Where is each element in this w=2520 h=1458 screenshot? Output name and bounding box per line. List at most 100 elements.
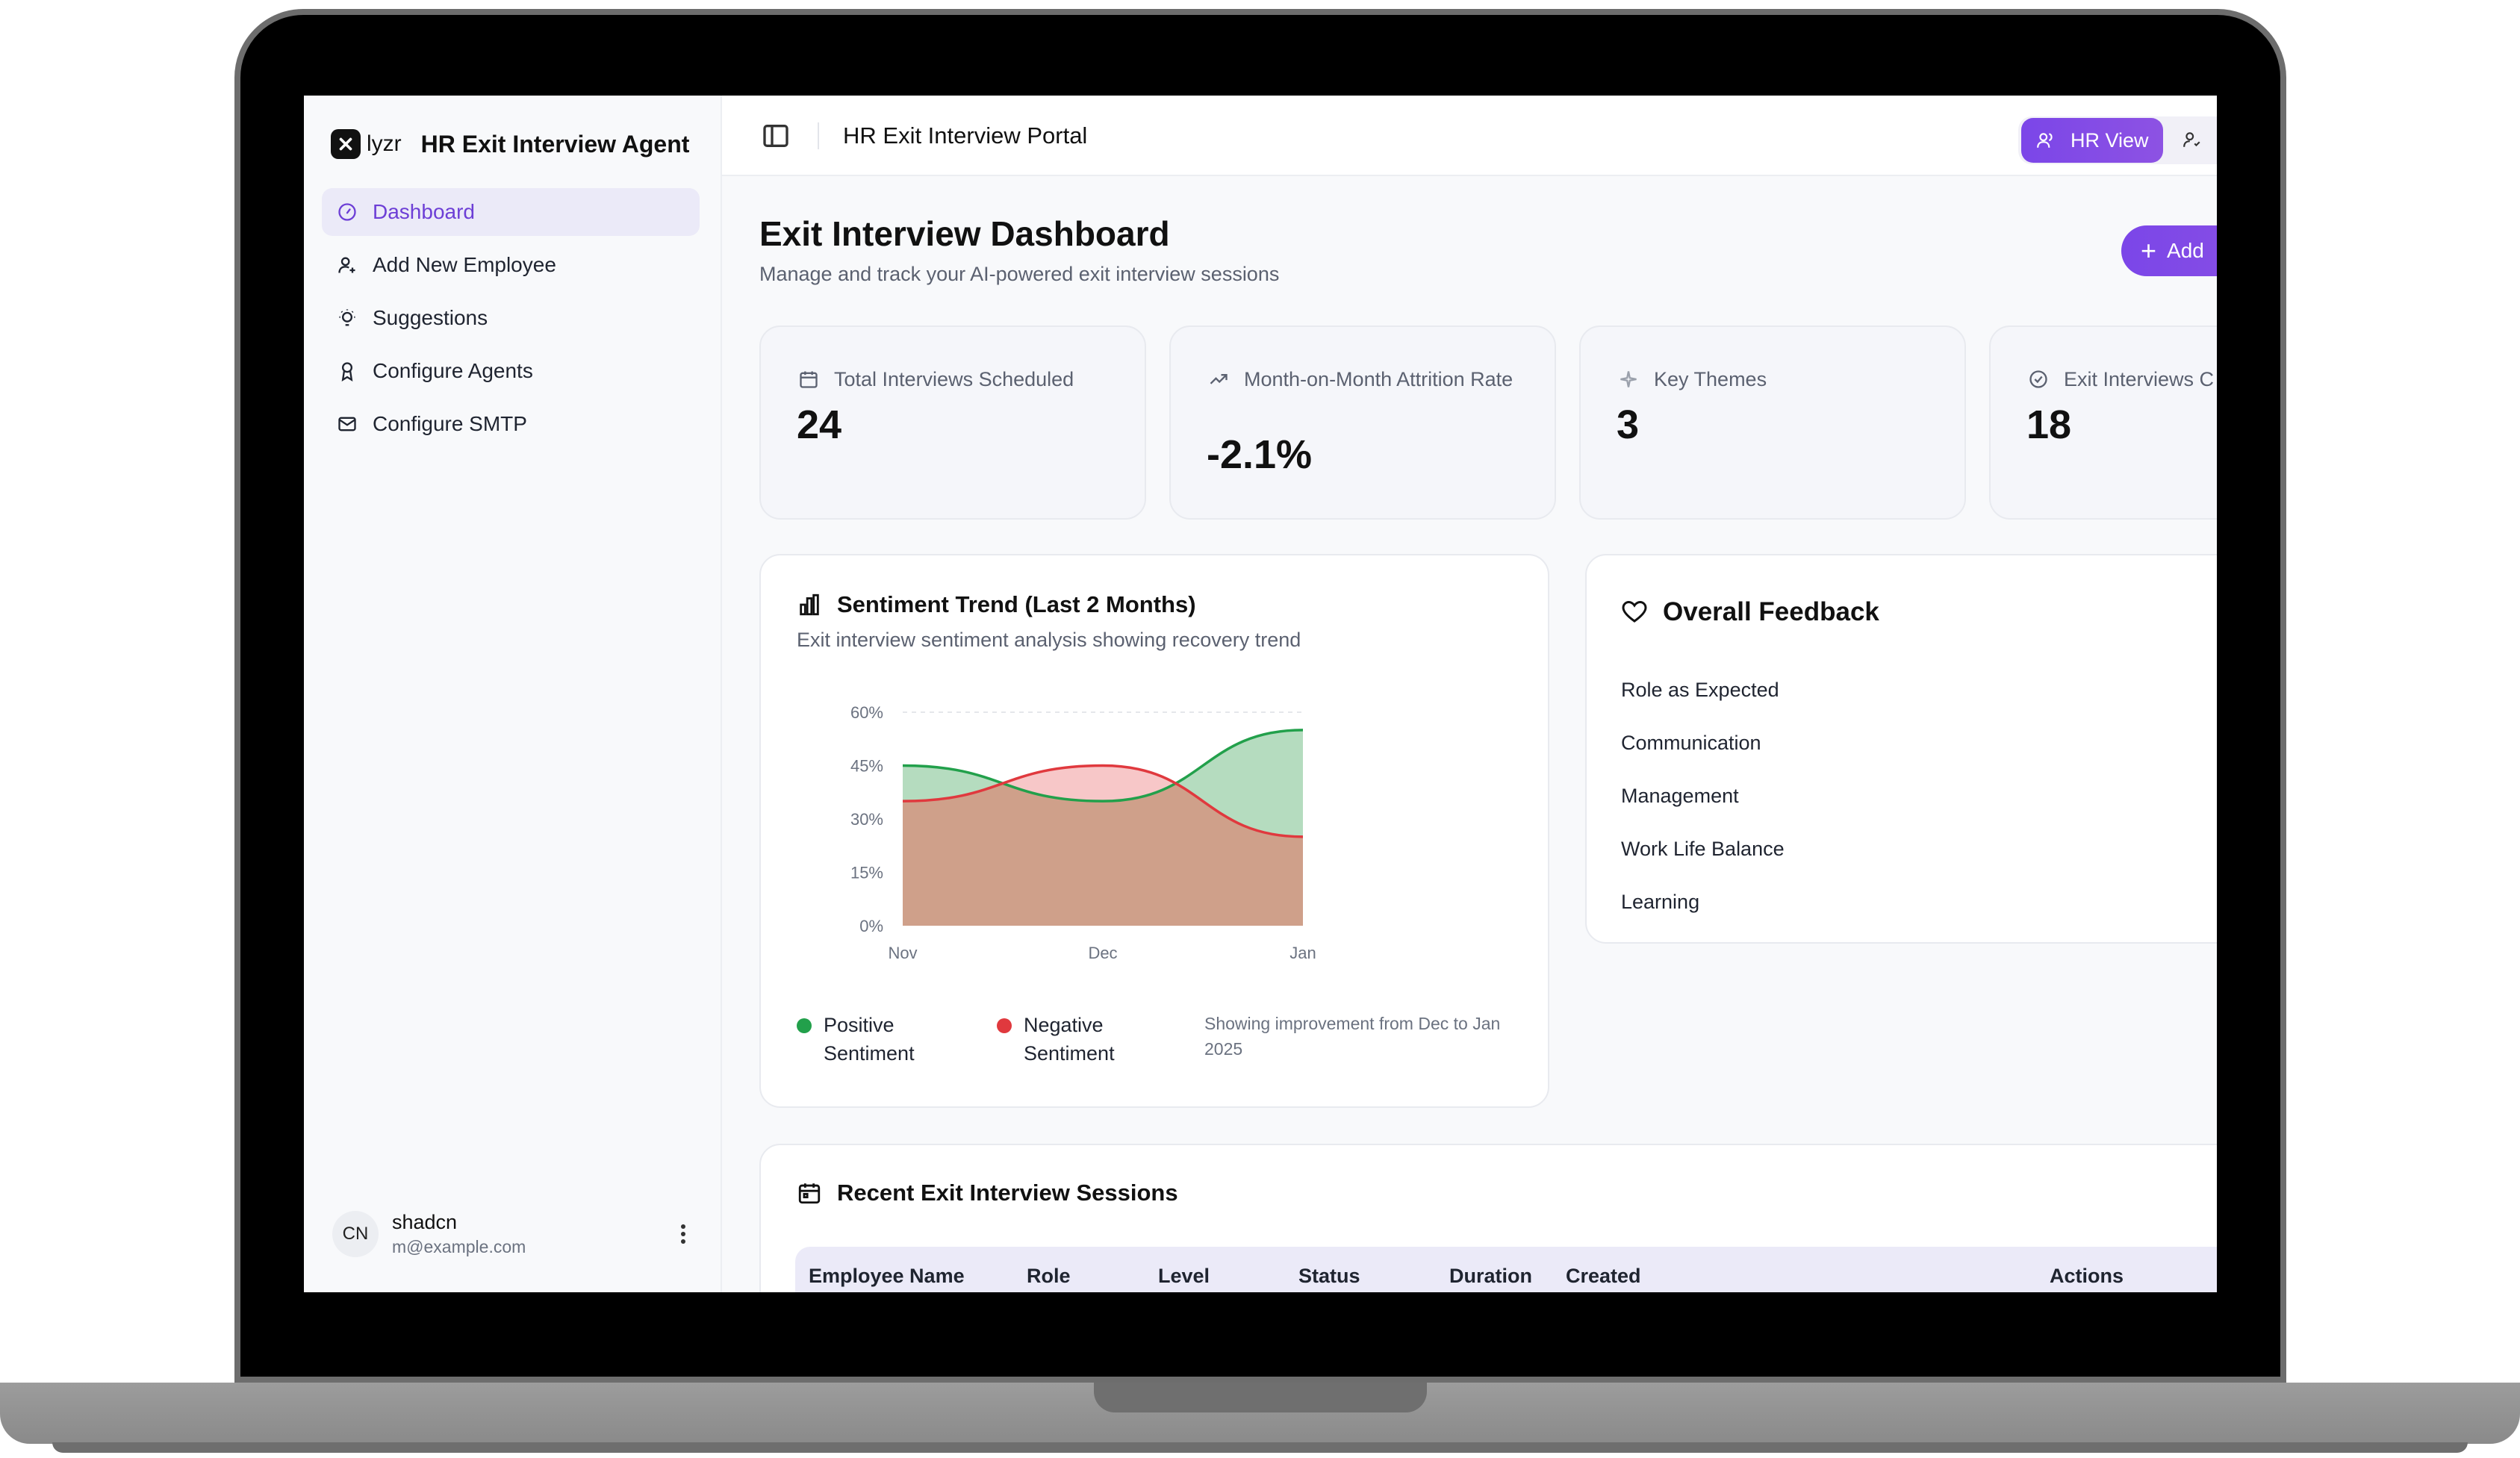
gauge-icon — [338, 203, 356, 221]
stat-label: Month-on-Month Attrition Rate — [1208, 364, 1529, 394]
user-profile[interactable]: CN shadcn m@example.com — [332, 1206, 698, 1262]
avatar: CN — [332, 1211, 379, 1257]
line-negative-sentiment — [902, 764, 1304, 838]
legend-positive: Positive Sentiment — [797, 1011, 951, 1068]
hr-view-label: HR View — [2071, 128, 2149, 152]
stat-label: Key Themes — [1618, 364, 1767, 394]
stat-value: -2.1% — [1207, 432, 1313, 477]
feedback-item: Communication★ — [1621, 731, 1761, 754]
sentiment-subtitle: Exit interview sentiment analysis showin… — [797, 629, 1301, 651]
calendar-icon — [798, 1183, 821, 1204]
users-icon — [2037, 133, 2053, 148]
feedback-item: Role as Expected★ — [1621, 678, 1779, 701]
lightbulb-icon — [339, 309, 355, 326]
view-toggle: HR View — [2018, 116, 2217, 164]
sidebar-item-label: Dashboard — [373, 200, 475, 223]
sidebar-item-configure-agents[interactable]: Configure Agents — [322, 347, 700, 395]
negative-legend-dot — [997, 1018, 1012, 1033]
x-tick-label: Jan — [1289, 944, 1316, 962]
check-circle-icon — [2029, 370, 2047, 388]
stat-label: Exit Interviews C — [2028, 364, 2214, 394]
calendar-icon — [800, 371, 818, 388]
sidebar-item-label: Add New Employee — [373, 253, 556, 276]
sidebar-item-configure-smtp[interactable]: Configure SMTP — [322, 400, 700, 448]
user-check-icon[interactable] — [2183, 130, 2202, 149]
y-tick-label: 45% — [850, 757, 883, 776]
page-subtitle: Manage and track your AI-powered exit in… — [759, 263, 1280, 285]
line-positive-sentiment — [902, 729, 1304, 803]
area-overlap — [903, 765, 1303, 926]
sidebar-item-suggestions[interactable]: Suggestions — [322, 294, 700, 342]
stat-card-exit-interviews: Exit Interviews C 18 — [1989, 325, 2217, 520]
main-content: Exit Interview Dashboard Manage and trac… — [722, 176, 2217, 1292]
brand-name: lyzr — [367, 131, 402, 156]
column-header[interactable]: Created — [1566, 1265, 1641, 1287]
sentiment-title: Sentiment Trend (Last 2 Months) — [797, 591, 1196, 618]
trending-up-icon — [1210, 374, 1228, 384]
stat-value: 3 — [1617, 402, 1640, 447]
y-tick-label: 15% — [850, 864, 883, 882]
sidebar-nav: Dashboard Add New Employee Suggestions C… — [322, 188, 700, 453]
sidebar-item-label: Suggestions — [373, 306, 488, 329]
stat-card-attrition-rate: Month-on-Month Attrition Rate -2.1% — [1169, 325, 1556, 520]
sidebar-item-label: Configure SMTP — [373, 412, 527, 435]
topbar-divider — [818, 122, 819, 149]
app-title: HR Exit Interview Agent — [420, 130, 690, 158]
sidebar-item-add-employee[interactable]: Add New Employee — [322, 241, 700, 289]
sidebar-item-label: Configure Agents — [373, 359, 533, 382]
column-header[interactable]: Employee Name — [809, 1265, 965, 1287]
user-name: shadcn — [392, 1211, 458, 1233]
mail-icon — [338, 417, 356, 432]
feedback-item: Learning★ — [1621, 890, 1700, 913]
stat-card-total-interviews: Total Interviews Scheduled 24 — [759, 325, 1146, 520]
sentiment-trend-card: Sentiment Trend (Last 2 Months) Exit int… — [759, 554, 1549, 1108]
legend-negative: Negative Sentiment — [997, 1011, 1151, 1068]
portal-title: HR Exit Interview Portal — [843, 122, 1088, 149]
sidebar-item-dashboard[interactable]: Dashboard — [322, 188, 700, 236]
brand: lyzr HR Exit Interview Agent — [331, 125, 689, 163]
add-button-label: Add — [2167, 239, 2204, 262]
sidebar: lyzr HR Exit Interview Agent Dashboard A… — [304, 96, 722, 1292]
page-title: Exit Interview Dashboard — [759, 214, 1170, 253]
lyzr-logo-icon — [331, 129, 361, 159]
user-email: m@example.com — [392, 1237, 526, 1256]
sparkle-icon — [1620, 371, 1637, 387]
y-tick-label: 30% — [850, 810, 883, 829]
app-screen: lyzr HR Exit Interview Agent Dashboard A… — [304, 96, 2217, 1292]
plus-icon: + — [2141, 235, 2157, 266]
y-tick-label: 60% — [850, 703, 883, 722]
stat-value: 24 — [797, 402, 842, 447]
bar-chart-icon — [800, 594, 819, 616]
sessions-title: Recent Exit Interview Sessions — [797, 1180, 1178, 1206]
user-info: shadcn m@example.com — [392, 1211, 668, 1257]
laptop-notch — [1094, 1383, 1427, 1412]
heart-icon — [1622, 600, 1647, 623]
column-header[interactable]: Actions — [2050, 1265, 2124, 1287]
add-button[interactable]: + Add — [2121, 225, 2217, 276]
sentiment-area-chart: 0% 15% 30% 45% 60% Nov Dec Jan — [850, 703, 1316, 962]
column-header[interactable]: Status — [1298, 1265, 1360, 1287]
x-tick-label: Dec — [1088, 944, 1117, 962]
laptop-base-edge — [52, 1442, 2468, 1453]
stat-value: 18 — [2026, 402, 2072, 447]
x-tick-label: Nov — [888, 944, 917, 962]
hr-view-button[interactable]: HR View — [2021, 118, 2163, 163]
trend-note: Showing improvement from Dec to Jan 2025 — [1204, 1014, 1501, 1059]
overall-feedback-card: Overall Feedback Role as Expected★ Commu… — [1585, 554, 2217, 944]
column-header[interactable]: Duration — [1449, 1265, 1532, 1287]
feedback-title: Overall Feedback — [1621, 597, 1879, 627]
sidebar-toggle-icon[interactable] — [761, 121, 791, 151]
user-plus-icon — [338, 257, 355, 273]
positive-legend-dot — [797, 1018, 812, 1033]
stat-card-key-themes: Key Themes 3 — [1579, 325, 1966, 520]
column-header[interactable]: Level — [1158, 1265, 1210, 1287]
sessions-table-header: Employee Name Role Level Status Duration… — [795, 1247, 2217, 1292]
more-vertical-icon[interactable] — [668, 1219, 698, 1249]
column-header[interactable]: Role — [1027, 1265, 1071, 1287]
feedback-item: Work Life Balance★ — [1621, 837, 1785, 860]
stat-label: Total Interviews Scheduled — [798, 364, 1074, 394]
y-tick-label: 0% — [859, 917, 883, 935]
top-bar: HR Exit Interview Portal HR View — [722, 96, 2217, 176]
recent-sessions-card: Recent Exit Interview Sessions Employee … — [759, 1144, 2217, 1292]
feedback-item: Management★ — [1621, 784, 1739, 807]
